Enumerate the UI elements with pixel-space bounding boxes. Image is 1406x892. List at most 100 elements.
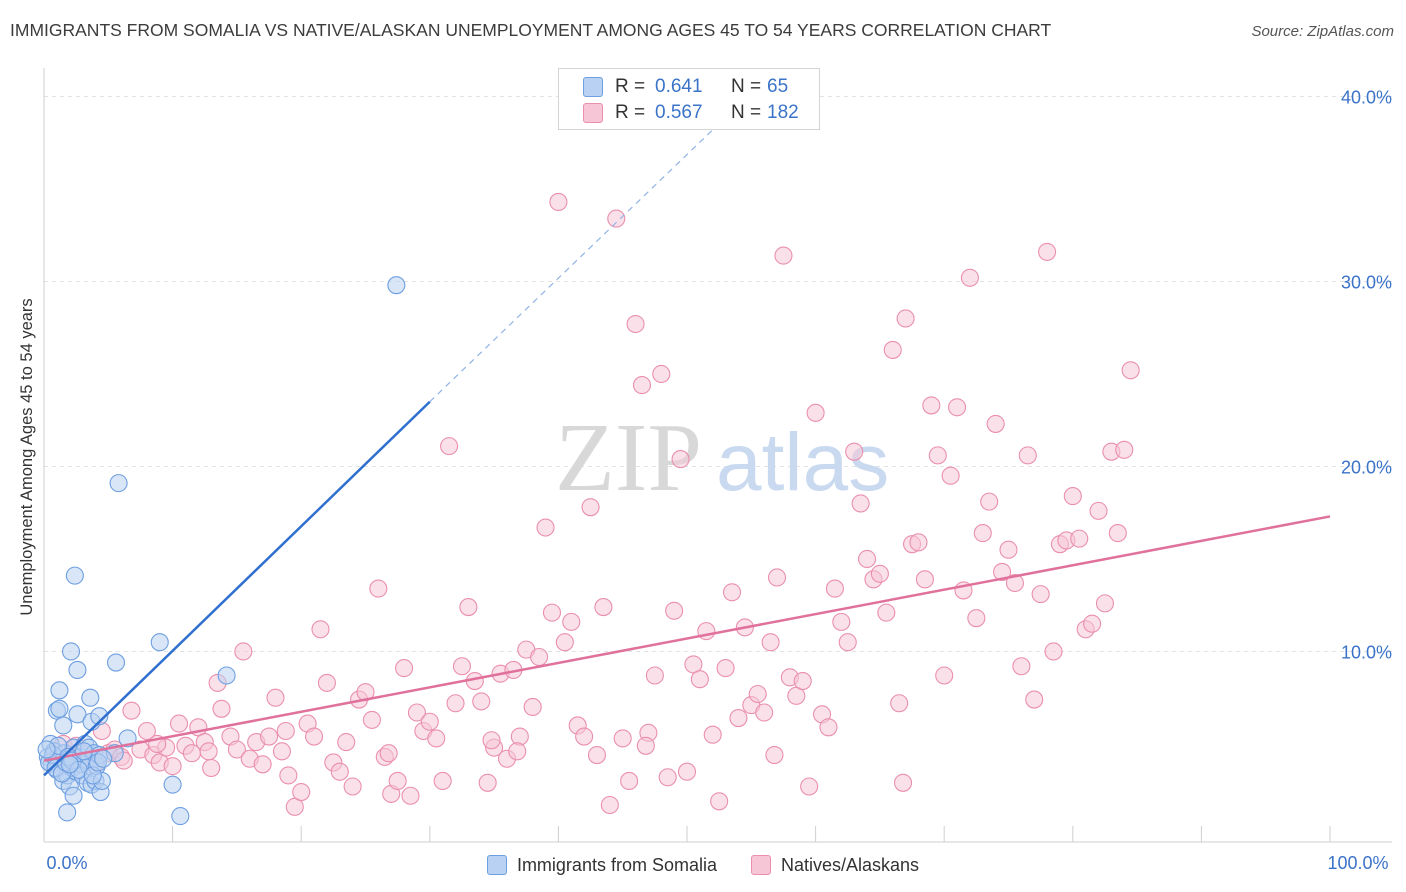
point-natives	[549, 192, 568, 211]
point-natives	[793, 672, 812, 691]
point-natives	[1005, 573, 1024, 593]
r-value: 0.641	[655, 76, 703, 97]
point-natives	[1031, 585, 1050, 604]
point-somalia	[61, 642, 81, 661]
legend-item-somalia[interactable]: Immigrants from Somalia	[486, 855, 717, 876]
point-natives	[935, 666, 954, 685]
point-natives	[613, 729, 632, 748]
legend-row-somalia: R = 0.641 N = 65	[583, 74, 788, 100]
point-natives	[800, 777, 819, 796]
point-natives	[234, 642, 253, 661]
point-natives	[703, 725, 722, 744]
point-natives	[819, 718, 838, 737]
point-natives	[259, 727, 279, 746]
point-natives	[305, 727, 324, 746]
point-natives	[427, 729, 446, 748]
point-natives	[478, 773, 497, 792]
point-somalia	[68, 705, 87, 724]
point-natives	[671, 450, 690, 469]
point-natives	[645, 666, 664, 685]
point-natives	[761, 633, 780, 652]
r-value: 0.567	[655, 102, 703, 123]
point-natives	[626, 314, 645, 334]
point-natives	[137, 721, 156, 741]
point-natives	[1121, 361, 1140, 380]
point-natives	[542, 603, 562, 622]
correlation-legend: R = 0.641 N = 65 R = 0.567 N = 182	[558, 68, 820, 130]
point-natives	[575, 727, 594, 746]
point-somalia	[65, 566, 84, 585]
point-natives	[508, 742, 527, 761]
point-somalia	[58, 803, 77, 822]
point-natives	[832, 612, 851, 631]
point-natives	[999, 540, 1018, 559]
point-natives	[555, 633, 574, 652]
trend-extension-somalia	[429, 129, 714, 403]
point-natives	[407, 703, 426, 722]
point-natives	[710, 792, 729, 811]
point-natives	[562, 612, 581, 631]
point-somalia	[60, 755, 79, 774]
point-natives	[523, 697, 542, 717]
point-somalia	[54, 716, 73, 735]
point-natives	[755, 703, 774, 722]
point-natives	[967, 609, 986, 628]
legend-item-natives[interactable]: Natives/Alaskans	[751, 855, 919, 876]
point-natives	[845, 442, 864, 461]
point-natives	[276, 721, 295, 741]
point-natives	[883, 340, 902, 359]
legend-swatch-natives	[583, 103, 603, 123]
point-somalia	[163, 775, 182, 794]
point-natives	[317, 673, 336, 692]
point-natives	[337, 733, 356, 752]
y-tick-label: 20.0%	[1341, 457, 1392, 477]
point-natives	[459, 598, 478, 617]
point-somalia	[37, 740, 56, 759]
point-natives	[748, 684, 767, 704]
point-somalia	[64, 786, 83, 805]
point-natives	[690, 670, 709, 689]
point-natives	[587, 746, 607, 765]
x-tick-label: 0.0%	[46, 853, 87, 873]
point-somalia	[50, 699, 69, 718]
point-natives	[767, 568, 787, 587]
point-natives	[729, 709, 748, 728]
point-natives	[922, 396, 941, 415]
point-natives	[536, 518, 555, 537]
point-somalia	[387, 276, 406, 295]
point-natives	[1083, 614, 1102, 633]
point-natives	[986, 414, 1005, 433]
point-natives	[472, 692, 491, 711]
point-natives	[1095, 594, 1114, 613]
chart-title: IMMIGRANTS FROM SOMALIA VS NATIVE/ALASKA…	[10, 20, 1052, 40]
point-natives	[1070, 529, 1089, 548]
trend-line-natives	[43, 515, 1331, 762]
legend-swatch-natives	[751, 855, 771, 875]
point-natives	[1115, 440, 1134, 459]
series-legend: Immigrants from Somalia Natives/Alaskans	[0, 852, 1406, 878]
point-natives	[877, 603, 896, 622]
point-natives	[1044, 642, 1063, 661]
point-natives	[1025, 690, 1044, 709]
point-natives	[607, 209, 626, 228]
point-natives	[677, 762, 697, 781]
watermark-atlas: atlas	[716, 417, 889, 508]
point-natives	[388, 771, 407, 791]
point-natives	[948, 398, 967, 417]
point-natives	[510, 727, 529, 746]
point-natives	[311, 620, 330, 639]
point-natives	[266, 688, 285, 707]
r-label: R =	[615, 102, 646, 123]
source-credit: Source: ZipAtlas.com	[1251, 23, 1394, 40]
point-natives	[838, 633, 857, 652]
trend-lines	[43, 129, 1331, 777]
point-natives	[1018, 446, 1037, 465]
point-somalia	[106, 653, 126, 672]
point-natives	[806, 403, 825, 422]
point-natives	[279, 766, 298, 785]
point-natives	[227, 740, 246, 759]
point-natives	[765, 746, 784, 765]
n-label: N =	[731, 102, 762, 123]
point-natives	[446, 694, 465, 713]
point-natives	[620, 771, 639, 791]
